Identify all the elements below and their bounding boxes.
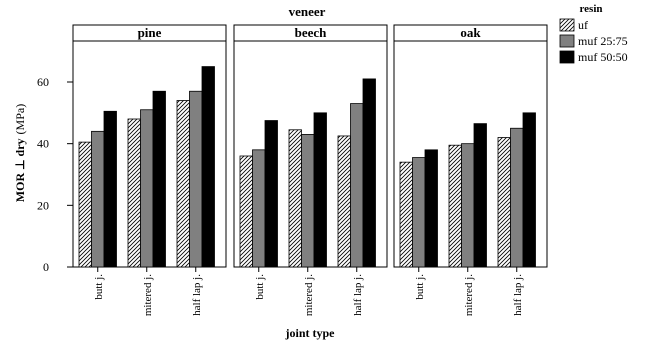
legend-label: muf 50:50 xyxy=(578,50,628,64)
x-axis-label: joint type xyxy=(285,326,336,340)
bar-oak-muf2575-0 xyxy=(412,157,426,268)
bar-beech-muf2575-2 xyxy=(350,103,364,268)
bar-beech-muf5050-1 xyxy=(313,112,327,268)
bar-oak-uf-0 xyxy=(399,161,413,268)
chart-title: veneer xyxy=(289,4,326,19)
bar-beech-uf-0 xyxy=(239,155,253,268)
x-tick-label: butt j. xyxy=(254,274,266,300)
legend-title: resin xyxy=(579,3,602,15)
legend: resin uf muf 25:75 muf 50:50 xyxy=(559,3,628,64)
y-tick-label: 40 xyxy=(37,137,49,151)
bar-beech-muf2575-1 xyxy=(301,134,315,268)
panel-beech: beech butt j. mitered j. half lap j. xyxy=(233,24,388,316)
x-tick-label: mitered j. xyxy=(463,274,475,316)
bar-oak-muf5050-0 xyxy=(424,149,438,268)
panel-pine: pine butt j. mitered j. half lap j. xyxy=(72,24,227,316)
bar-oak-uf-2 xyxy=(497,137,511,268)
panel-title: oak xyxy=(460,25,481,40)
bar-oak-muf5050-1 xyxy=(473,123,487,268)
bar-pine-uf-1 xyxy=(127,118,141,268)
y-axis-label-unit: (MPa) xyxy=(13,104,27,135)
x-tick-label: mitered j. xyxy=(303,274,315,316)
x-tick-label: mitered j. xyxy=(142,274,154,316)
bar-pine-muf2575-2 xyxy=(189,90,203,268)
bar-pine-uf-0 xyxy=(78,141,92,268)
legend-swatch xyxy=(559,34,575,48)
bar-pine-muf5050-1 xyxy=(152,90,166,268)
x-tick-label: half lap j. xyxy=(352,274,364,316)
bar-beech-muf2575-0 xyxy=(252,149,266,268)
bar-beech-uf-1 xyxy=(288,129,302,268)
bar-oak-uf-1 xyxy=(448,144,462,268)
bar-oak-muf5050-2 xyxy=(522,112,536,268)
legend-swatch xyxy=(559,18,575,32)
bar-pine-muf2575-1 xyxy=(140,109,154,268)
panel-title: beech xyxy=(295,25,328,40)
bar-beech-uf-2 xyxy=(337,135,351,268)
bar-pine-muf5050-0 xyxy=(103,110,117,268)
x-tick-label: half lap j. xyxy=(191,274,203,316)
y-axis-label-main: MOR ⊥ dry xyxy=(13,138,27,202)
y-tick-label: 0 xyxy=(43,260,49,274)
x-tick-label: butt j. xyxy=(93,274,105,300)
x-tick-label: butt j. xyxy=(414,274,426,300)
legend-swatch xyxy=(559,50,575,64)
bar-beech-muf5050-2 xyxy=(362,78,376,268)
panel-title: pine xyxy=(138,25,162,40)
y-tick-label: 60 xyxy=(37,75,49,89)
legend-label: muf 25:75 xyxy=(578,34,628,48)
facet-panels: pine butt j. mitered j. half lap j. beech but… xyxy=(72,24,548,316)
x-tick-label: half lap j. xyxy=(512,274,524,316)
bar-oak-muf2575-2 xyxy=(510,127,524,268)
bar-pine-muf2575-0 xyxy=(91,130,105,268)
bar-beech-muf5050-0 xyxy=(264,120,278,268)
legend-label: uf xyxy=(578,18,588,32)
bar-pine-muf5050-2 xyxy=(201,66,215,268)
bar-oak-muf2575-1 xyxy=(461,143,475,268)
y-axis: 0 20 40 60 xyxy=(37,75,73,274)
y-axis-label: MOR ⊥ dry (MPa) xyxy=(13,104,27,202)
panel-oak: oak butt j. mitered j. half lap j. xyxy=(393,24,548,316)
bar-pine-uf-2 xyxy=(176,100,190,268)
y-tick-label: 20 xyxy=(37,198,49,212)
